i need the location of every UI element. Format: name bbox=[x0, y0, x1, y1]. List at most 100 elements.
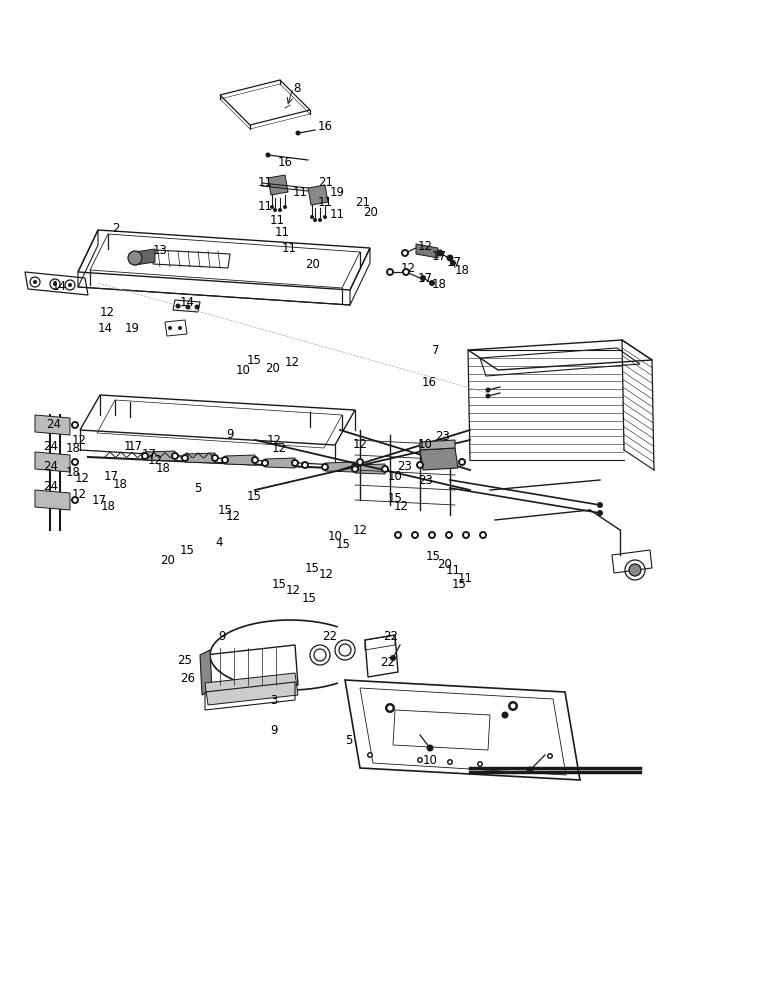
Polygon shape bbox=[145, 451, 175, 461]
Text: 15: 15 bbox=[247, 355, 262, 367]
Circle shape bbox=[141, 452, 149, 460]
Polygon shape bbox=[135, 249, 155, 265]
Circle shape bbox=[73, 423, 77, 427]
Circle shape bbox=[401, 249, 409, 257]
Polygon shape bbox=[265, 458, 295, 468]
Text: 11: 11 bbox=[458, 572, 473, 584]
Circle shape bbox=[464, 533, 468, 537]
Text: 14: 14 bbox=[98, 322, 113, 336]
Text: 24: 24 bbox=[43, 460, 58, 473]
Circle shape bbox=[323, 215, 327, 219]
Circle shape bbox=[597, 502, 603, 508]
Circle shape bbox=[310, 215, 314, 219]
Text: 9: 9 bbox=[270, 724, 277, 736]
Circle shape bbox=[353, 465, 357, 469]
Circle shape bbox=[356, 458, 364, 466]
Circle shape bbox=[211, 454, 219, 462]
Circle shape bbox=[417, 757, 423, 763]
Text: 1: 1 bbox=[124, 440, 131, 454]
Circle shape bbox=[251, 456, 259, 464]
Text: 20: 20 bbox=[265, 361, 280, 374]
Text: 12: 12 bbox=[401, 262, 416, 275]
Circle shape bbox=[426, 744, 434, 752]
Circle shape bbox=[178, 326, 182, 330]
Circle shape bbox=[420, 275, 426, 281]
Circle shape bbox=[486, 393, 490, 398]
Text: 17: 17 bbox=[128, 440, 143, 454]
Circle shape bbox=[195, 304, 199, 310]
Circle shape bbox=[416, 461, 424, 469]
Circle shape bbox=[527, 766, 533, 774]
Text: 18: 18 bbox=[101, 500, 116, 514]
Text: 26: 26 bbox=[180, 672, 195, 686]
Circle shape bbox=[270, 205, 274, 209]
Text: 23: 23 bbox=[397, 460, 412, 474]
Text: 17: 17 bbox=[92, 494, 107, 508]
Circle shape bbox=[367, 752, 373, 758]
Circle shape bbox=[323, 465, 327, 469]
Text: 18: 18 bbox=[66, 442, 81, 454]
Circle shape bbox=[502, 712, 509, 718]
Circle shape bbox=[479, 531, 487, 539]
Circle shape bbox=[381, 465, 389, 473]
Circle shape bbox=[358, 460, 362, 464]
Circle shape bbox=[73, 460, 77, 464]
Text: 15: 15 bbox=[180, 544, 195, 558]
Text: 23: 23 bbox=[435, 430, 450, 444]
Circle shape bbox=[394, 531, 402, 539]
Circle shape bbox=[390, 655, 396, 661]
Text: 11: 11 bbox=[318, 196, 333, 209]
Circle shape bbox=[283, 205, 287, 209]
Text: 18: 18 bbox=[66, 466, 81, 479]
Circle shape bbox=[213, 456, 217, 460]
Circle shape bbox=[430, 533, 434, 537]
Text: 10: 10 bbox=[328, 530, 343, 542]
Circle shape bbox=[404, 270, 408, 274]
Text: 8: 8 bbox=[293, 82, 300, 95]
Text: 9: 9 bbox=[218, 631, 225, 644]
Text: 15: 15 bbox=[305, 562, 320, 574]
Text: 12: 12 bbox=[148, 454, 163, 468]
Text: 22: 22 bbox=[380, 656, 395, 668]
Text: 25: 25 bbox=[177, 654, 192, 668]
Text: 12: 12 bbox=[319, 568, 334, 580]
Circle shape bbox=[353, 467, 357, 471]
Text: 12: 12 bbox=[353, 438, 368, 452]
Text: 10: 10 bbox=[418, 438, 433, 452]
Text: 13: 13 bbox=[153, 243, 168, 256]
Circle shape bbox=[223, 458, 227, 462]
Text: 12: 12 bbox=[418, 239, 433, 252]
Text: 12: 12 bbox=[72, 488, 87, 502]
Text: 10: 10 bbox=[388, 471, 403, 484]
Circle shape bbox=[293, 461, 297, 465]
Text: 12: 12 bbox=[272, 442, 287, 454]
Circle shape bbox=[462, 531, 470, 539]
Circle shape bbox=[221, 456, 229, 464]
Circle shape bbox=[411, 531, 419, 539]
Circle shape bbox=[33, 280, 37, 284]
Circle shape bbox=[447, 533, 451, 537]
Circle shape bbox=[477, 761, 483, 767]
Text: 11: 11 bbox=[270, 214, 285, 227]
Circle shape bbox=[303, 463, 307, 467]
Circle shape bbox=[418, 758, 422, 762]
Circle shape bbox=[351, 465, 359, 473]
Circle shape bbox=[185, 304, 191, 310]
Text: 3: 3 bbox=[270, 694, 277, 708]
Circle shape bbox=[143, 454, 147, 458]
Text: 15: 15 bbox=[388, 492, 403, 506]
Text: 21: 21 bbox=[355, 196, 370, 209]
Text: 11: 11 bbox=[446, 564, 461, 578]
Circle shape bbox=[460, 460, 464, 464]
Circle shape bbox=[253, 458, 257, 462]
Text: 15: 15 bbox=[302, 591, 317, 604]
Circle shape bbox=[183, 456, 187, 460]
Text: 2: 2 bbox=[112, 222, 120, 234]
Text: 12: 12 bbox=[100, 306, 115, 320]
Text: 17: 17 bbox=[418, 271, 433, 284]
Circle shape bbox=[321, 463, 329, 471]
Text: 24: 24 bbox=[43, 481, 58, 493]
Text: 18: 18 bbox=[455, 263, 470, 276]
Text: 20: 20 bbox=[363, 207, 378, 220]
Text: 20: 20 bbox=[437, 558, 452, 570]
